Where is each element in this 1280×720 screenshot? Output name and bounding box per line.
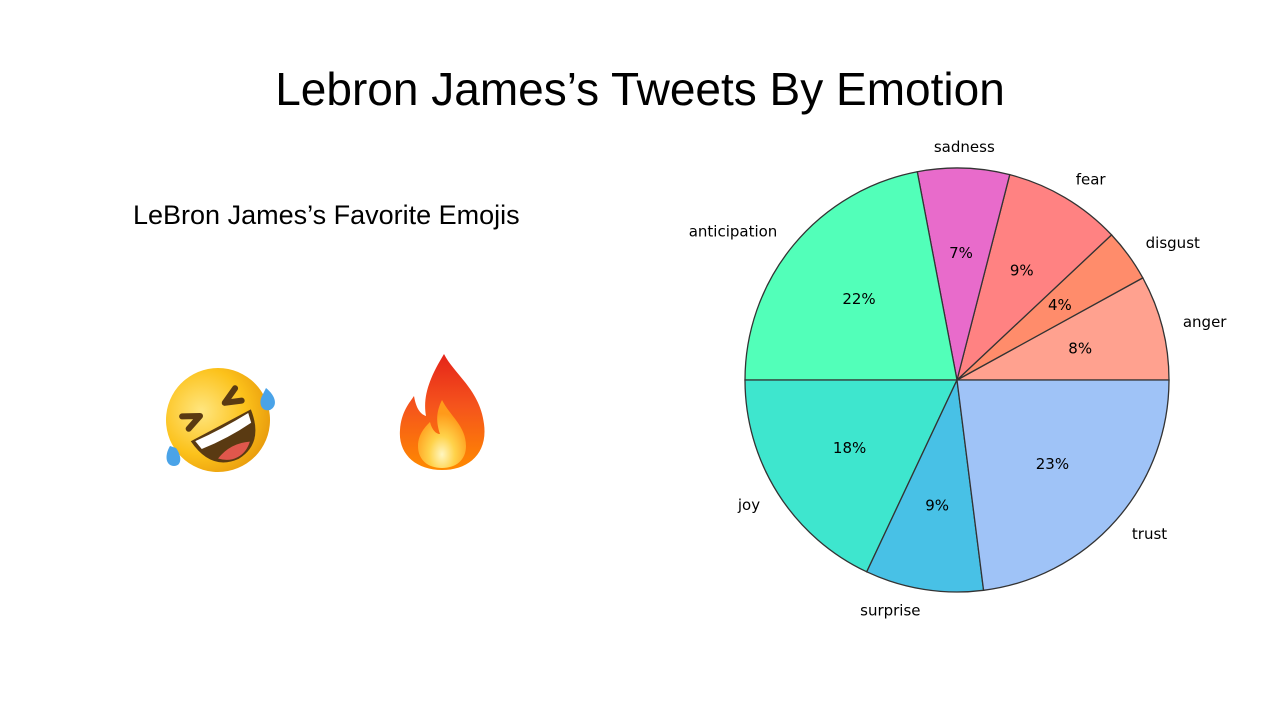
pie-percent-label: 7%: [949, 244, 973, 262]
pie-slice-anticipation: [744, 170, 958, 381]
pie-percent-label: 8%: [1068, 339, 1092, 357]
pie-category-label: sadness: [934, 138, 995, 156]
pie-category-label: fear: [1076, 170, 1107, 188]
pie-slice-fear: [955, 173, 1113, 383]
pie-percent-label: 23%: [1036, 455, 1069, 473]
rofl-emoji-icon: [158, 362, 280, 482]
pie-category-label: anger: [1183, 313, 1227, 331]
pie-category-label: surprise: [860, 601, 920, 619]
slide-title: Lebron James’s Tweets By Emotion: [275, 63, 1005, 115]
pie-category-label: anticipation: [689, 222, 778, 240]
pie-category-label: disgust: [1146, 234, 1200, 252]
pie-category-label: joy: [737, 496, 760, 514]
pie-category-label: trust: [1132, 525, 1167, 543]
pie-slice-anger: [956, 276, 1170, 381]
pie-percent-label: 9%: [1010, 262, 1034, 280]
pie-percent-label: 18%: [833, 439, 866, 457]
emoji-heading: LeBron James’s Favorite Emojis: [133, 200, 520, 230]
fire-emoji-icon: [392, 350, 492, 479]
emotion-pie-chart: 8% anger 4% disgust 9% fear 7% sadness 22% antici…: [689, 138, 1228, 619]
pie-percent-label: 4%: [1048, 296, 1072, 314]
pie-slice-surprise: [865, 377, 985, 593]
pie-percent-label: 22%: [842, 290, 875, 308]
pie-percent-label: 9%: [925, 497, 949, 515]
pie-slice-joy: [744, 379, 959, 573]
pie-slice-trust: [956, 379, 1170, 592]
